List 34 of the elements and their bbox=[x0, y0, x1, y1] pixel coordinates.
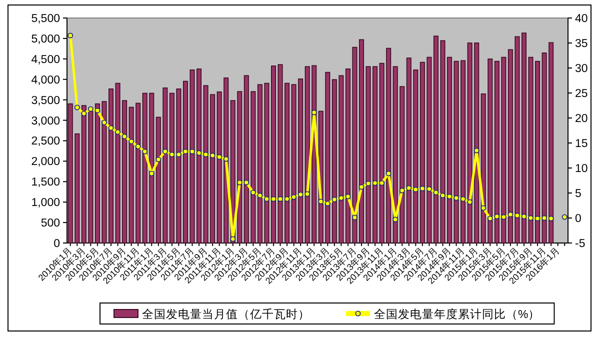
bar bbox=[447, 56, 452, 244]
y-tick-label: 500 bbox=[40, 218, 60, 230]
y2-tick-label: 20 bbox=[575, 113, 588, 125]
y-tick-label: 1,500 bbox=[31, 176, 60, 189]
y-tick-label: 4,000 bbox=[31, 74, 60, 86]
legend-label: 全国发电量年度累计同比（%） bbox=[374, 307, 540, 321]
y2-tick-label: 5 bbox=[575, 188, 582, 200]
bar bbox=[521, 32, 526, 244]
y2-tick-label: 0 bbox=[575, 213, 582, 225]
bar bbox=[433, 36, 438, 244]
y-tick-label: 1,000 bbox=[31, 197, 60, 210]
y2-tick-label: 35 bbox=[575, 38, 588, 50]
y-tick-label: 5,000 bbox=[31, 33, 60, 46]
y2-tick-label: 25 bbox=[575, 88, 588, 100]
y-tick-label: 4,500 bbox=[31, 54, 60, 66]
legend-label: 全国发电量当月值（亿千瓦时） bbox=[142, 307, 310, 321]
y2-tick-label: -5 bbox=[575, 238, 586, 250]
y2-tick-label: 10 bbox=[575, 163, 588, 175]
y-tick-label: 0 bbox=[54, 238, 60, 250]
bar bbox=[440, 40, 446, 244]
bar bbox=[190, 70, 195, 244]
y-tick-label: 3,000 bbox=[31, 115, 60, 128]
y-tick-label: 3,500 bbox=[31, 94, 60, 107]
bar bbox=[108, 88, 114, 244]
bar bbox=[196, 68, 202, 244]
y-tick-label: 2,500 bbox=[31, 136, 60, 148]
y2-tick-label: 30 bbox=[575, 63, 588, 75]
y2-tick-label: 15 bbox=[575, 138, 588, 150]
bar bbox=[359, 39, 364, 244]
y2-tick-label: 40 bbox=[575, 13, 588, 25]
y-tick-label: 2,000 bbox=[31, 156, 60, 168]
bar bbox=[270, 66, 276, 244]
y-tick-label: 5,500 bbox=[31, 13, 60, 25]
bar bbox=[182, 80, 188, 244]
